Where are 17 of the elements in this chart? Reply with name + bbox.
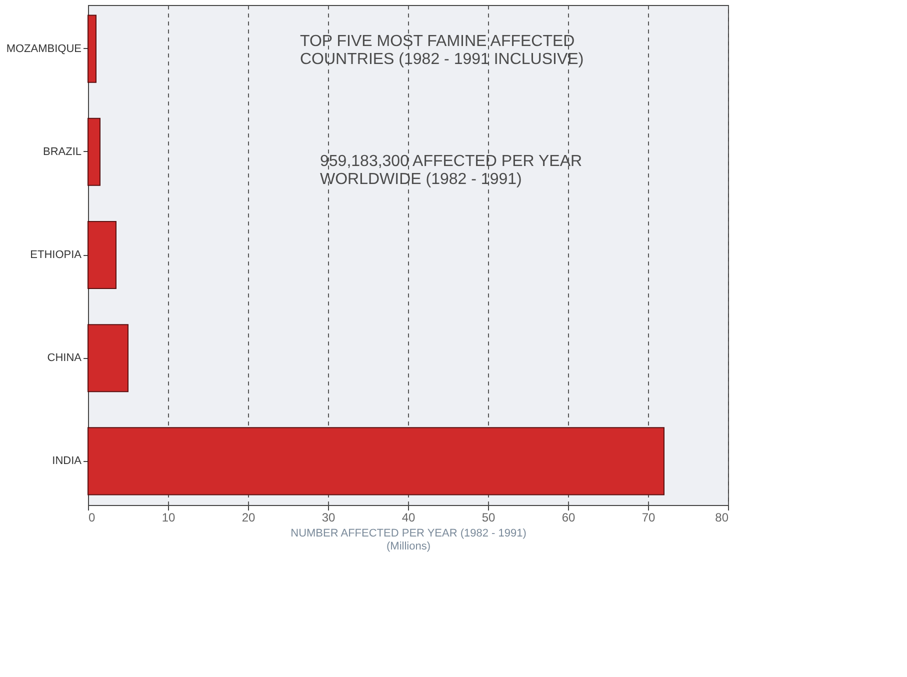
x-tick-label: 40: [402, 510, 416, 524]
x-tick-label: 0: [88, 510, 96, 524]
x-tick-label: 20: [242, 510, 256, 524]
x-tick-label: 60: [562, 510, 576, 524]
text: TOP FIVE MOST FAMINE AFFECTED COUNTRIES (1982 - 1991 INCLUSIVE): [300, 33, 584, 68]
x-tick-label: 70: [642, 510, 656, 524]
y-tick-label: BRAZIL: [42, 146, 82, 158]
x-tick-label: 10: [162, 510, 176, 524]
x-tick-label: 30: [322, 510, 336, 524]
y-tick-label: ETHIOPIA: [30, 249, 82, 261]
x-tick-label: 80: [715, 510, 729, 524]
y-tick-label: MOZAMBIQUE: [6, 42, 82, 55]
x-axis-title: NUMBER AFFECTED PER YEAR (1982 - 1991) (Millions): [290, 528, 526, 552]
y-tick-label: INDIA: [52, 455, 82, 468]
annotation: 959,183,300 AFFECTED PER YEAR WORLDWIDE (1982 - 1991): [320, 153, 582, 188]
y-tick-label: CHINA: [47, 352, 82, 364]
x-tick-label: 50: [482, 510, 496, 524]
